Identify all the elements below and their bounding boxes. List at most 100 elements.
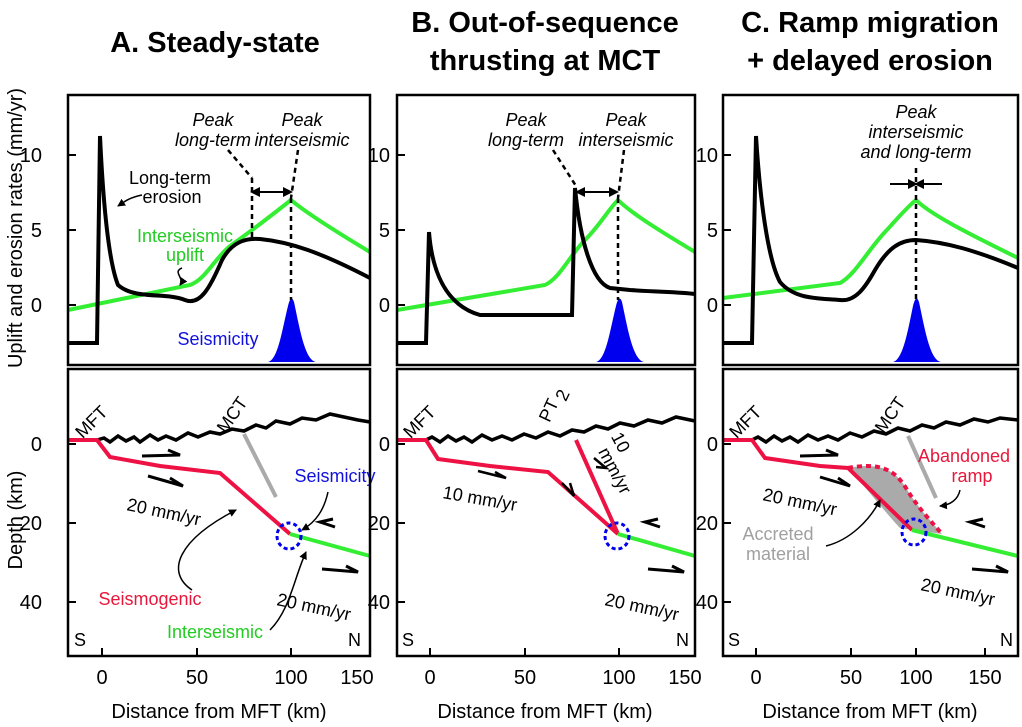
panel-b-bottom-frame — [395, 367, 697, 658]
slip-half-arrow-1 — [477, 469, 507, 480]
seismogenic-fault — [68, 438, 292, 536]
erosion-label-arrow — [117, 194, 143, 207]
panel-a-bottom-frame — [66, 367, 372, 658]
peak-interseismic-label-1: Peak — [605, 110, 647, 130]
north-label: N — [1000, 630, 1013, 650]
y-tick-5: 5 — [379, 220, 390, 242]
y-tick-0: 0 — [707, 295, 718, 317]
seismogenic-label: Seismogenic — [98, 589, 201, 609]
c-peak-label-1: Peak — [895, 102, 937, 122]
peak-long-term-label-1: Peak — [192, 110, 234, 130]
slip-half-arrow-2 — [799, 448, 839, 458]
rate-label-mm: mm/yr — [594, 444, 635, 498]
interseismic-fault — [617, 532, 696, 558]
rate-label: 20 mm/yr — [603, 589, 681, 624]
abandoned-ramp-label-2: ramp — [951, 466, 992, 486]
mct-trace — [906, 435, 938, 499]
y-tick-0: 0 — [31, 295, 42, 317]
south-label: S — [402, 630, 414, 650]
panel-a-title: A. Steady-state — [110, 27, 320, 59]
panel-c-rates-plot: Peak interseismic and long-term — [722, 102, 1019, 362]
slip-half-arrow-5 — [647, 564, 685, 574]
y-tick-depth-0: 0 — [379, 434, 390, 456]
abandoned-ramp — [847, 464, 944, 536]
y-axis-label-rates: Uplift and erosion rates (mm/yr) — [5, 88, 27, 368]
x-tick-50: 50 — [840, 667, 862, 689]
accreted-label-2: material — [746, 544, 810, 564]
c-peak-label-2: interseismic — [868, 122, 963, 142]
interseismic-uplift-label-1: Interseismic — [137, 226, 233, 246]
y-tick-depth-0: 0 — [707, 434, 718, 456]
rate-label: 20 mm/yr — [761, 484, 839, 519]
x-tick-150: 150 — [668, 667, 701, 689]
pt2-label-text: PT — [535, 396, 563, 425]
rate-label: 20 mm/yr — [125, 494, 203, 529]
x-axis-label: Distance from MFT (km) — [111, 701, 326, 723]
north-label: N — [676, 630, 689, 650]
y-tick-5: 5 — [707, 220, 718, 242]
panel-b-rates-plot: Peak long-term Peak interseismic — [396, 110, 697, 362]
seismicity-label: Seismicity — [177, 329, 258, 349]
x-tick-50: 50 — [514, 667, 536, 689]
peak-interseismic-label-1: Peak — [281, 110, 323, 130]
uplift-label-arrow — [177, 267, 188, 286]
topography — [397, 415, 696, 445]
y-tick-0: 0 — [379, 295, 390, 317]
peak-long-term-label-2: long-term — [488, 130, 564, 150]
y-axis-label-depth: Depth (km) — [5, 471, 27, 570]
slip-half-arrow-3 — [314, 517, 336, 529]
interseismic-label: Interseismic — [167, 622, 263, 642]
mct-trace — [242, 433, 278, 498]
north-label: N — [348, 630, 361, 650]
tick-marks — [68, 154, 986, 656]
x-tick-0: 0 — [750, 667, 761, 689]
interseismic-uplift-curve — [722, 197, 1019, 300]
seismogenic-pointer — [177, 509, 237, 591]
seismicity-peak — [893, 298, 941, 362]
seismicity-circle — [900, 517, 928, 547]
pt2-label: PT 2 — [535, 386, 574, 425]
seismicity-peak — [596, 298, 644, 362]
interseismic-uplift-curve — [396, 197, 697, 312]
panel-b: Peak long-term Peak interseismic 10 mm/y… — [396, 110, 697, 650]
y-tick-depth-0: 0 — [31, 434, 42, 456]
seismicity-circle — [275, 521, 303, 551]
y-tick-depth-20: 20 — [20, 513, 42, 535]
long-term-erosion-curve — [68, 135, 371, 345]
peak-long-term-label-1: Peak — [505, 110, 547, 130]
panel-b-title-line2: thrusting at MCT — [430, 45, 661, 77]
y-tick-depth-20: 20 — [368, 513, 390, 535]
interseismic-uplift-curve — [67, 197, 372, 312]
y-tick-5: 5 — [31, 220, 42, 242]
y-tick-depth-40: 40 — [696, 592, 718, 614]
y-tick-depth-20: 20 — [696, 513, 718, 535]
long-term-erosion-label-1: Long-term — [129, 168, 211, 188]
long-term-erosion-curve — [397, 187, 696, 345]
slip-half-arrow-1 — [147, 474, 184, 488]
accreted-material — [848, 466, 942, 534]
x-tick-100: 100 — [899, 667, 932, 689]
slip-half-arrow-4 — [971, 564, 1009, 574]
x-axis-label: Distance from MFT (km) — [762, 701, 977, 723]
topography — [723, 416, 1019, 445]
slip-half-arrow-2 — [561, 482, 576, 497]
panel-c-depth-plot: 20 mm/yr 20 mm/yr MFT MCT Abandoned ramp… — [723, 393, 1019, 650]
long-term-erosion-curve — [723, 135, 1019, 345]
interseismic-pointer — [269, 551, 307, 631]
slip-half-arrow-4 — [639, 517, 661, 529]
seismicity-peak — [268, 298, 316, 362]
panel-a: Peak long-term Peak interseismic Long-te… — [67, 110, 376, 650]
ramp-pointer — [939, 489, 961, 510]
seismogenic-fault — [397, 438, 620, 536]
x-tick-0: 0 — [424, 667, 435, 689]
long-term-erosion-label-2: erosion — [142, 187, 201, 207]
x-tick-150: 150 — [340, 667, 373, 689]
interseismic-fault — [911, 528, 1019, 558]
y-tick-10: 10 — [696, 145, 718, 167]
interseismic-uplift-label-2: uplift — [166, 245, 204, 265]
peak-interseismic-label-2: interseismic — [578, 130, 673, 150]
x-tick-0: 0 — [96, 667, 107, 689]
pt2-fault — [574, 439, 620, 535]
peak-long-term-dash-diag — [227, 149, 253, 179]
mft-label: MFT — [71, 402, 111, 442]
